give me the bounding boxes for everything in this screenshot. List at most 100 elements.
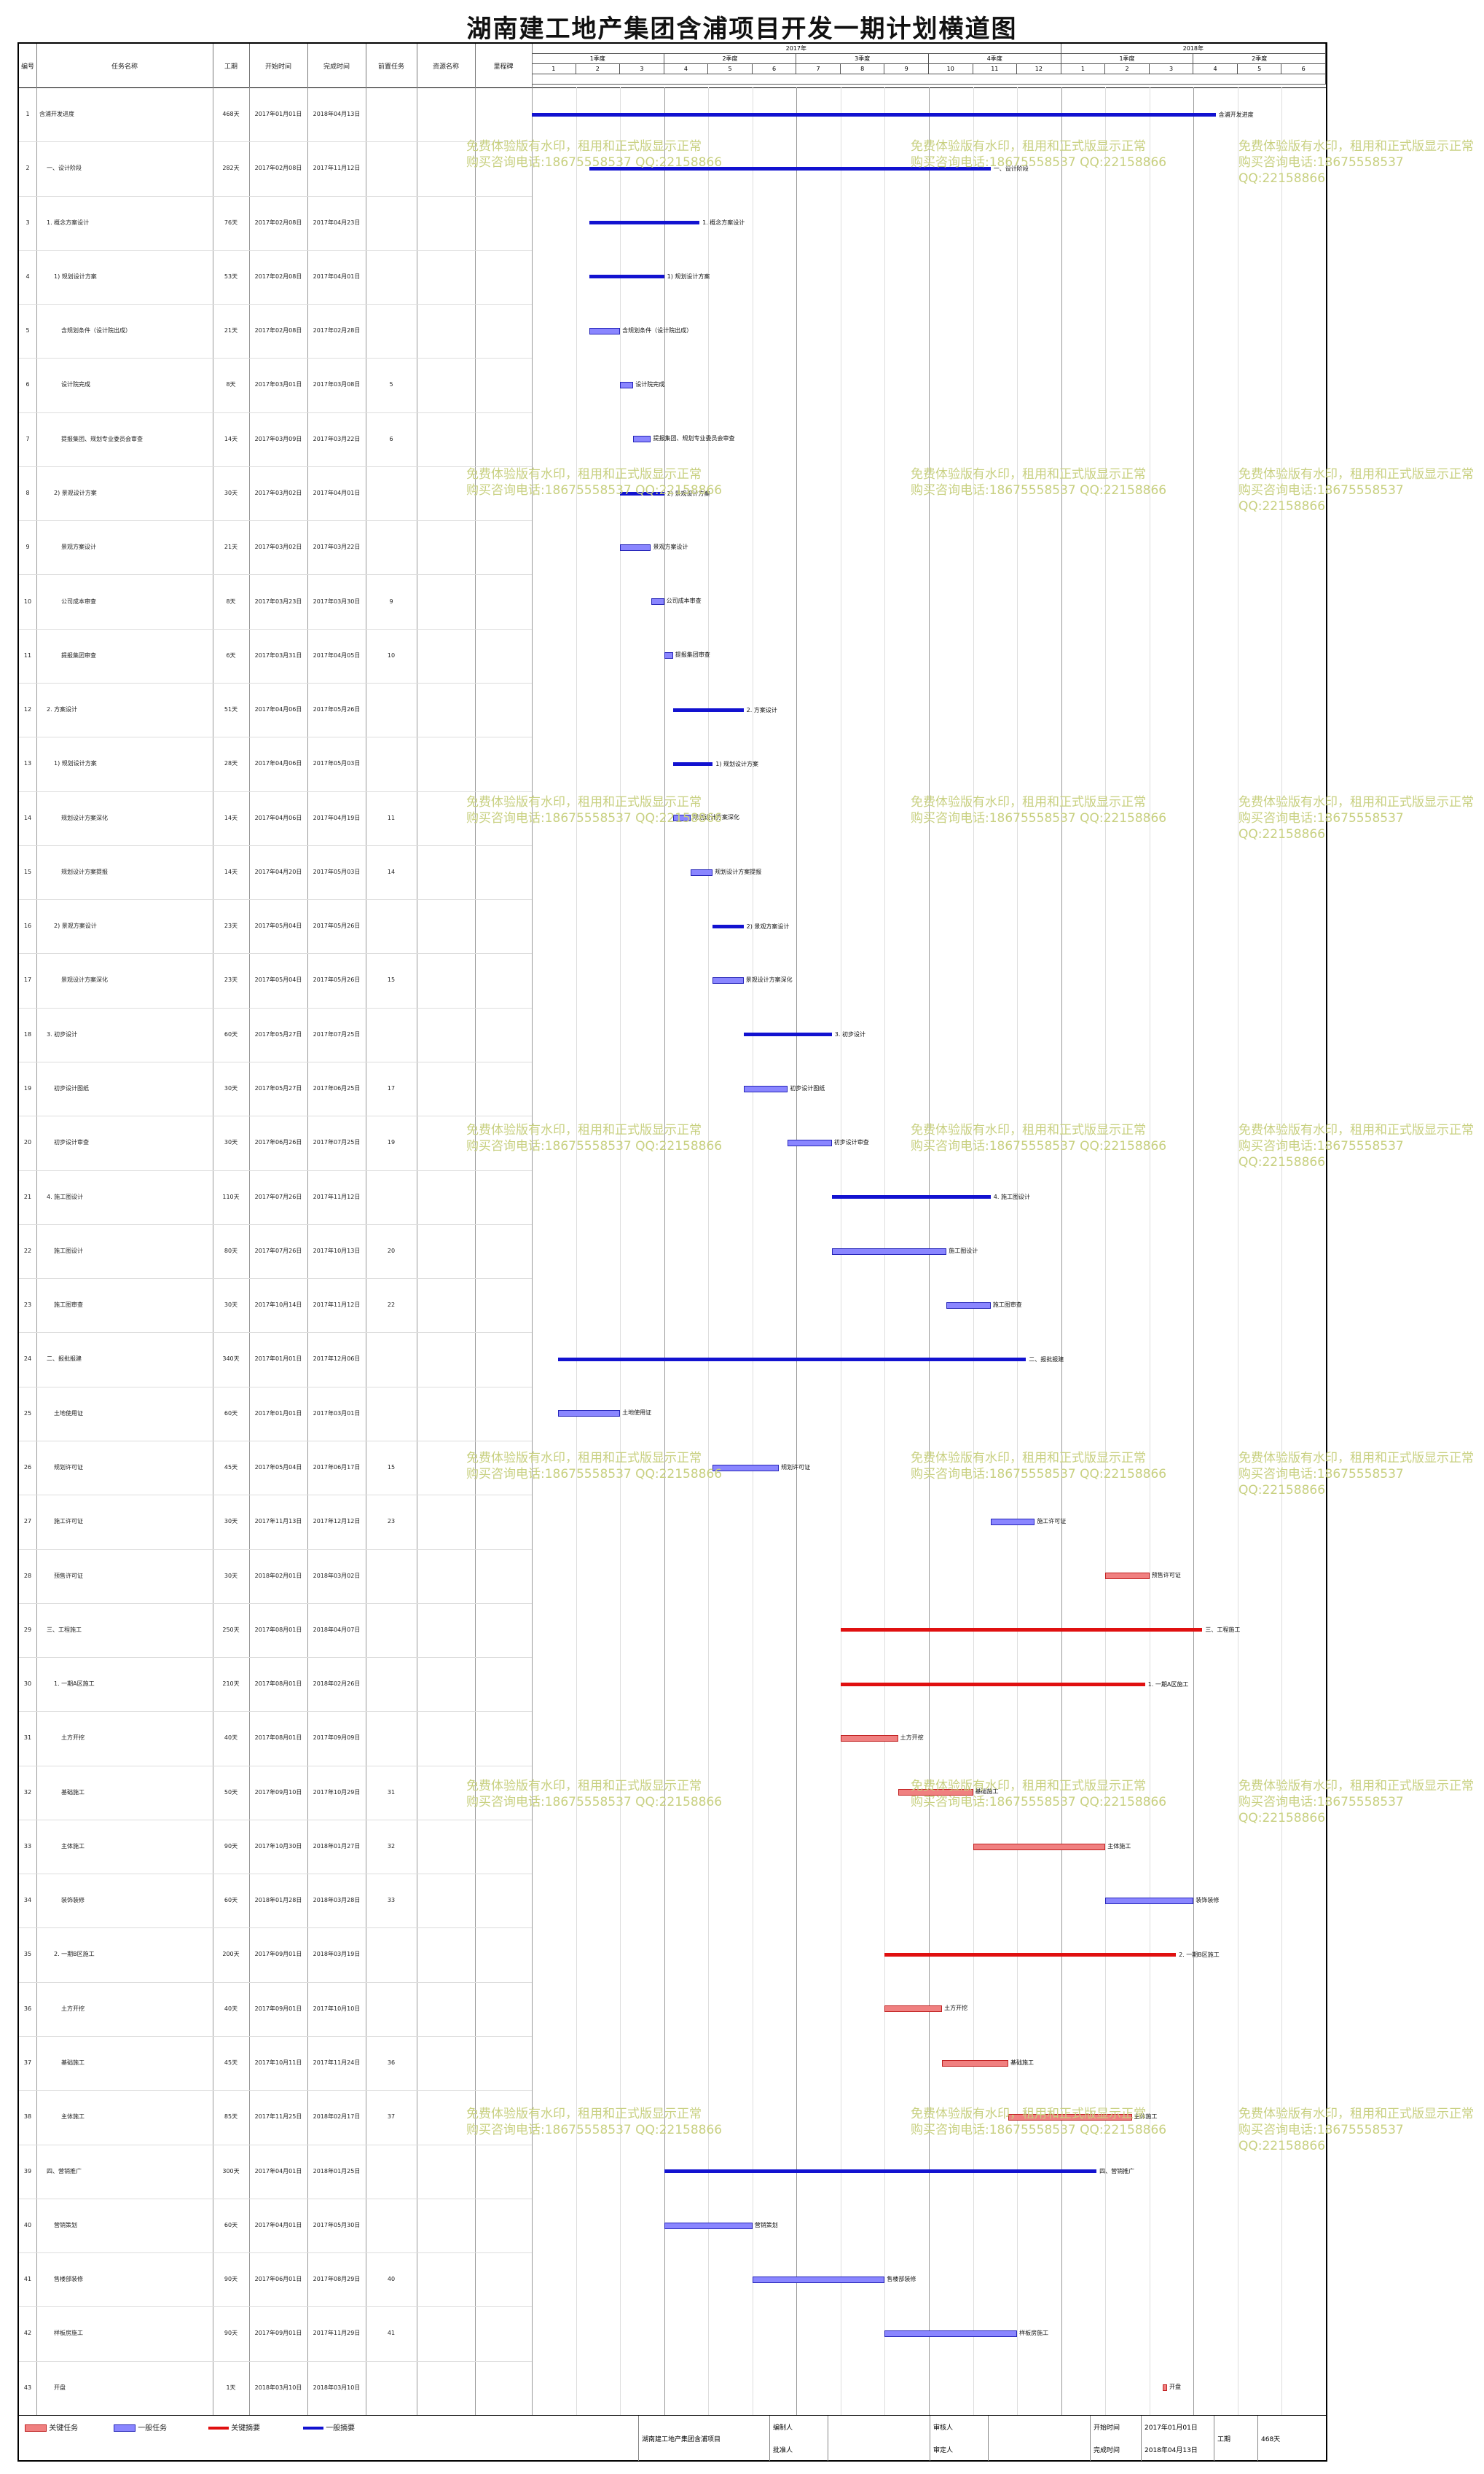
task-bar[interactable]: 售楼部装修 [752,2276,916,2283]
table-row[interactable]: 17 景观设计方案深化 23天 2017年05月04日 2017年05月26日 15 [19,953,532,1009]
task-bar[interactable]: 初步设计图纸 [743,1085,825,1092]
critical-task-bar[interactable]: 土方开挖 [840,1734,924,1742]
table-row[interactable]: 34 装饰装修 60天 2018年01月28日 2018年03月28日 33 [19,1874,532,1929]
col-header-milestone[interactable]: 里程碑 [475,44,533,87]
table-row[interactable]: 6 设计院完成 8天 2017年03月01日 2017年03月08日 5 [19,358,532,413]
summary-bar[interactable]: 2) 景观方案设计 [712,923,789,930]
critical-task-bar[interactable]: 主体施工 [973,1843,1131,1850]
cell-pred: 32 [387,1842,396,1849]
table-row[interactable]: 11 提报集团审查 6天 2017年03月31日 2017年04月05日 10 [19,629,532,684]
table-row[interactable]: 25 土地使用证 60天 2017年01月01日 2017年03月01日 [19,1387,532,1441]
task-bar[interactable]: 装饰装修 [1105,1897,1219,1904]
table-row[interactable]: 24 二、报批报建 340天 2017年01月01日 2017年12月06日 [19,1332,532,1387]
task-bar[interactable]: 初步设计审查 [788,1139,869,1146]
task-bar[interactable]: 规划设计方案深化 [672,814,739,822]
critical-task-bar[interactable]: 预售许可证 [1105,1572,1181,1580]
table-row[interactable]: 4 1) 规划设计方案 53天 2017年02月08日 2017年04月01日 [19,250,532,305]
summary-bar[interactable]: 一、设计阶段 [589,165,1029,172]
task-bar[interactable]: 规划设计方案提报 [691,869,761,876]
table-row[interactable]: 40 营销策划 60天 2017年04月01日 2017年05月30日 [19,2199,532,2254]
table-row[interactable]: 38 主体施工 85天 2017年11月25日 2018年02月17日 37 [19,2090,532,2145]
col-header-name[interactable]: 任务名称 [36,44,213,87]
table-row[interactable]: 15 规划设计方案提报 14天 2017年04月20日 2017年05月03日 14 [19,845,532,901]
summary-bar[interactable]: 2. 方案设计 [672,707,777,713]
timeline-quarter: 1季度 [532,54,664,64]
table-row[interactable]: 26 规划许可证 45天 2017年05月04日 2017年06月17日 15 [19,1441,532,1496]
col-header-id[interactable]: 编号 [19,44,37,87]
table-row[interactable]: 12 2. 方案设计 51天 2017年04月06日 2017年05月26日 [19,683,532,738]
critical-task-bar[interactable]: 土方开挖 [884,2005,967,2013]
table-row[interactable]: 30 1. 一期A区施工 210天 2017年08月01日 2018年02月26日 [19,1657,532,1712]
task-bar[interactable]: 施工图审查 [946,1301,1022,1309]
task-bar[interactable]: 规划许可证 [712,1464,810,1471]
table-row[interactable]: 9 景观方案设计 21天 2017年03月02日 2017年03月22日 [19,520,532,576]
task-bar[interactable]: 样板房施工 [884,2330,1048,2338]
task-bar[interactable]: 土地使用证 [558,1409,651,1417]
table-row[interactable]: 2 一、设计阶段 282天 2017年02月08日 2017年11月12日 [19,141,532,197]
table-row[interactable]: 42 样板房施工 90天 2017年09月01日 2017年11月29日 41 [19,2306,532,2362]
cell-name: 售楼部装修 [54,2276,83,2283]
table-row[interactable]: 10 公司成本审查 8天 2017年03月23日 2017年03月30日 9 [19,575,532,630]
table-row[interactable]: 35 2. 一期B区施工 200天 2017年09月01日 2018年03月19日 [19,1927,532,1983]
table-row[interactable]: 1 含浦开发进度 468天 2017年01月01日 2018年04月13日 [19,87,532,143]
table-row[interactable]: 41 售楼部装修 90天 2017年06月01日 2017年08月29日 40 [19,2252,532,2308]
col-header-predecessor[interactable]: 前置任务 [366,44,417,87]
table-row[interactable]: 8 2) 景观设计方案 30天 2017年03月02日 2017年04月01日 [19,466,532,522]
summary-bar[interactable]: 4. 施工图设计 [831,1194,1030,1200]
summary-bar[interactable]: 3. 初步设计 [743,1031,865,1038]
task-bar[interactable]: 施工许可证 [990,1518,1066,1525]
task-bar[interactable]: 营销策划 [664,2222,778,2229]
table-row[interactable]: 7 提报集团、规划专业委员会审查 14天 2017年03月09日 2017年03月22日… [19,412,532,467]
table-row[interactable]: 32 基础施工 50天 2017年09月10日 2017年10月29日 31 [19,1766,532,1820]
task-bar[interactable]: 公司成本审查 [651,598,702,606]
cell-end: 2017年08月29日 [313,2276,361,2283]
table-row[interactable]: 28 预售许可证 30天 2018年02月01日 2018年03月02日 [19,1549,532,1604]
table-row[interactable]: 23 施工图审查 30天 2017年10月14日 2017年11月12日 22 [19,1278,532,1334]
critical-task-bar[interactable]: 基础施工 [898,1788,999,1796]
table-row[interactable]: 31 土方开挖 40天 2017年08月01日 2017年09月09日 [19,1711,532,1766]
table-row[interactable]: 27 施工许可证 30天 2017年11月13日 2017年12月12日 23 [19,1495,532,1550]
table-row[interactable]: 14 规划设计方案深化 14天 2017年04月06日 2017年04月19日 11 [19,791,532,846]
task-bar[interactable]: 景观设计方案深化 [712,976,793,984]
critical-task-bar[interactable]: 开盘 [1162,2384,1181,2392]
table-row[interactable]: 3 1. 概念方案设计 76天 2017年02月08日 2017年04月23日 [19,196,532,251]
summary-bar[interactable]: 四、营销推广 [664,2168,1134,2174]
watermark-text: 免费体验版有水印，租用和正式版显示正常 购买咨询电话:18675558537 QQ… [1238,466,1484,514]
summary-bar[interactable]: 2. 一期B区施工 [884,1952,1220,1958]
summary-bar[interactable]: 1) 规划设计方案 [672,761,758,767]
critical-task-bar[interactable]: 主体施工 [1008,2113,1158,2121]
table-row[interactable]: 20 初步设计审查 30天 2017年06月26日 2017年07月25日 19 [19,1116,532,1171]
task-bar[interactable]: 提报集团、规划专业委员会审查 [633,435,734,443]
summary-bar[interactable]: 二、报批报建 [558,1356,1064,1363]
table-row[interactable]: 13 1) 规划设计方案 28天 2017年04月06日 2017年05月03日 [19,737,532,792]
summary-bar[interactable]: 2) 景观设计方案 [620,490,710,497]
summary-bar[interactable]: 含浦开发进度 [532,111,1254,118]
col-header-resource[interactable]: 资源名称 [417,44,476,87]
summary-bar[interactable]: 1. 一期A区施工 [840,1681,1188,1688]
table-row[interactable]: 43 开盘 1天 2018年03月10日 2018年03月10日 [19,2361,532,2416]
col-header-duration[interactable]: 工期 [213,44,250,87]
table-row[interactable]: 19 初步设计图纸 30天 2017年05月27日 2017年06月25日 17 [19,1062,532,1117]
task-bar[interactable]: 施工图设计 [831,1248,978,1255]
critical-task-bar[interactable]: 基础施工 [942,2059,1034,2067]
table-row[interactable]: 18 3. 初步设计 60天 2017年05月27日 2017年07月25日 [19,1008,532,1062]
task-bar[interactable]: 设计院完成 [620,381,664,389]
task-bar[interactable]: 景观方案设计 [620,544,688,551]
table-row[interactable]: 39 四、营销推广 300天 2017年04月01日 2018年01月25日 [19,2145,532,2199]
table-row[interactable]: 33 主体施工 90天 2017年10月30日 2018年01月27日 32 [19,1820,532,1875]
table-row[interactable]: 21 4. 施工图设计 110天 2017年07月26日 2017年11月12日 [19,1170,532,1225]
table-row[interactable]: 37 基础施工 45天 2017年10月11日 2017年11月24日 36 [19,2036,532,2091]
table-row[interactable]: 22 施工图设计 80天 2017年07月26日 2017年10月13日 20 [19,1224,532,1280]
task-bar[interactable]: 含规划条件（设计院出成） [589,327,692,334]
col-header-start[interactable]: 开始时间 [249,44,308,87]
summary-bar[interactable]: 1) 规划设计方案 [589,273,710,280]
col-header-end[interactable]: 完成时间 [307,44,366,87]
table-row[interactable]: 36 土方开挖 40天 2017年09月01日 2017年10月10日 [19,1982,532,2037]
summary-bar[interactable]: 三、工程施工 [840,1627,1240,1633]
table-row[interactable]: 5 含规划条件（设计院出成） 21天 2017年02月08日 2017年02月28日 [19,304,532,359]
summary-bar[interactable]: 1. 概念方案设计 [589,219,745,226]
table-row[interactable]: 16 2) 景观方案设计 23天 2017年05月04日 2017年05月26日 [19,899,532,955]
table-row[interactable]: 29 三、工程施工 250天 2017年08月01日 2018年04月07日 [19,1603,532,1659]
cell-id: 8 [25,489,30,496]
task-bar[interactable]: 提报集团审查 [664,651,710,659]
